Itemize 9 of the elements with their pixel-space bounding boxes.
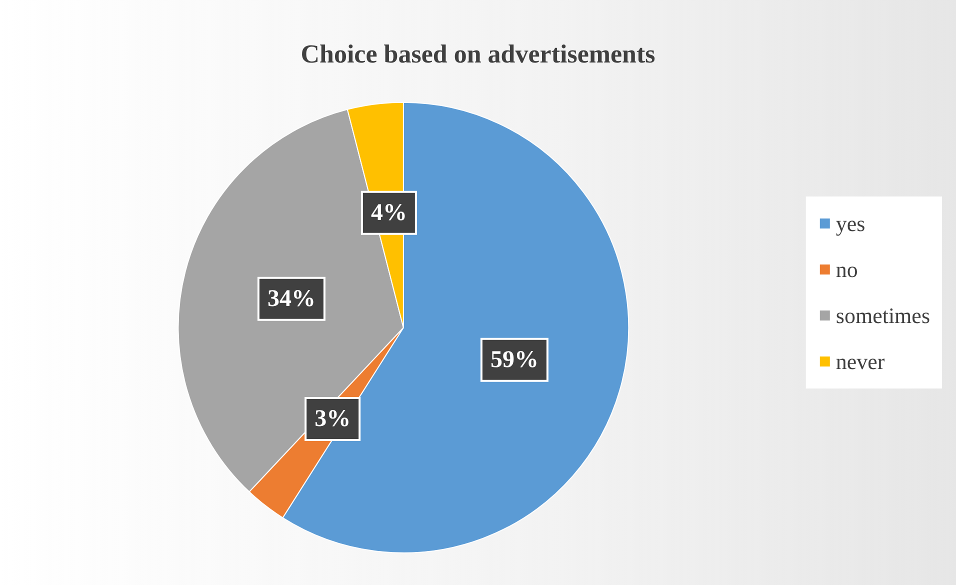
data-label: 34% xyxy=(267,286,316,312)
legend-label: yes xyxy=(836,211,866,236)
data-label: 59% xyxy=(490,346,538,373)
chart-title: Choice based on advertisements xyxy=(300,40,656,68)
legend-label: sometimes xyxy=(836,303,930,328)
data-label: 4% xyxy=(370,200,407,226)
legend-label: never xyxy=(836,349,886,374)
data-label: 3% xyxy=(314,406,351,432)
legend-label: no xyxy=(836,257,858,282)
